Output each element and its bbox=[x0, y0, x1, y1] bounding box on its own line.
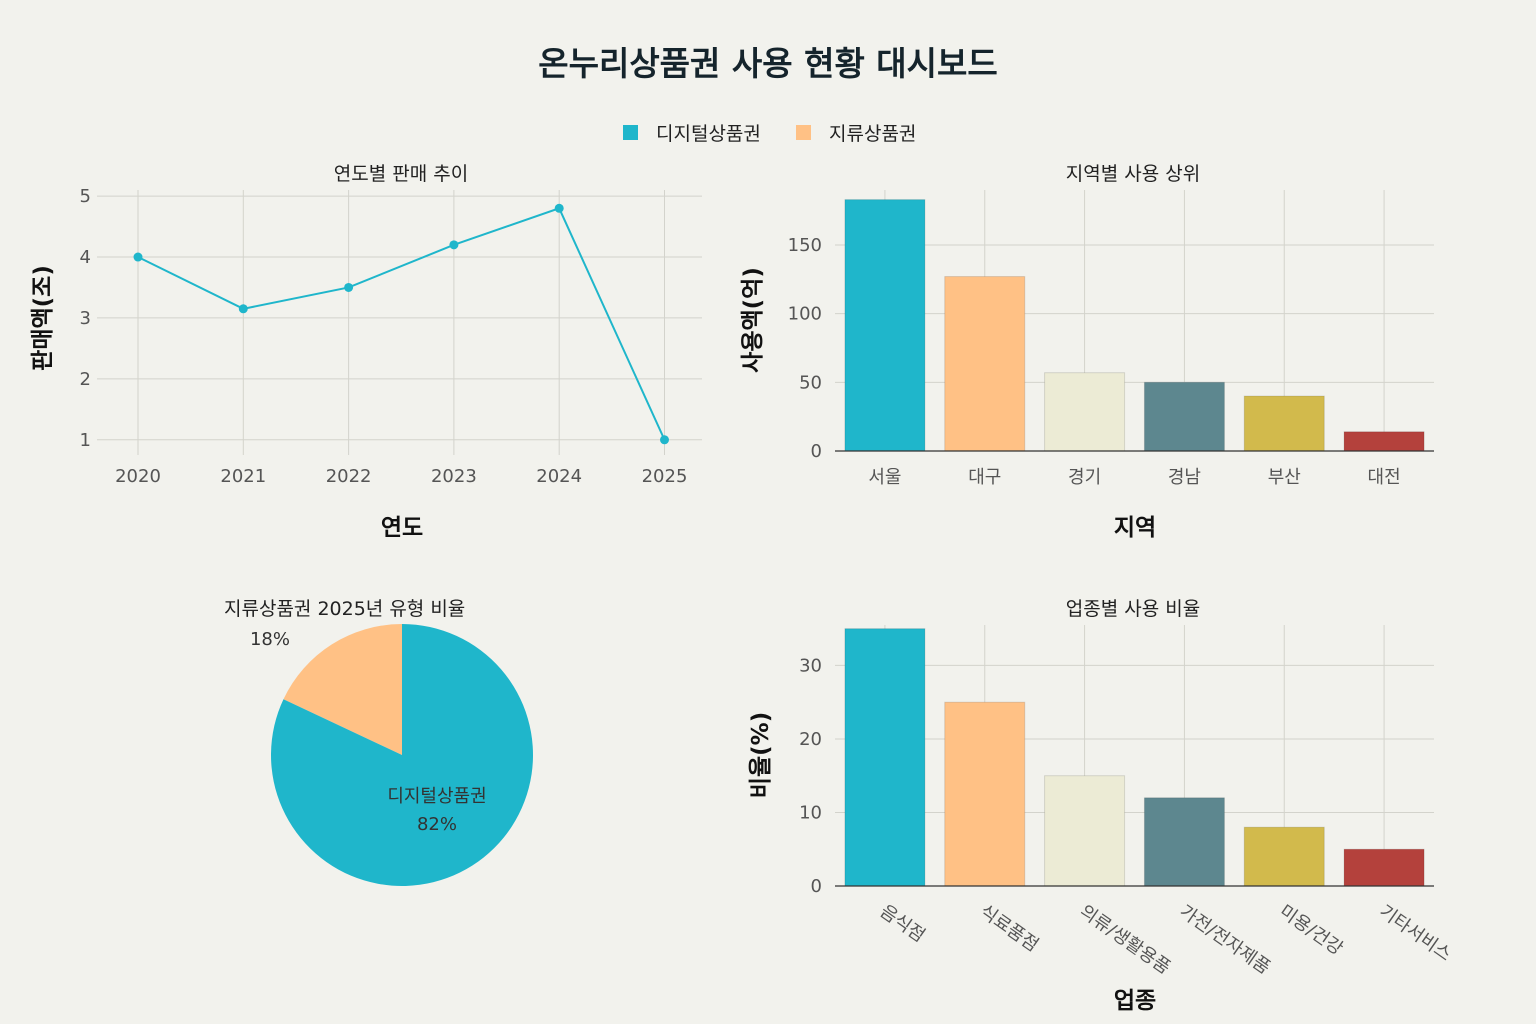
sales-trend-point bbox=[449, 240, 459, 250]
industry-ratio-x-tick: 가전/전자제품 bbox=[1176, 901, 1274, 979]
sales-trend-y-tick: 5 bbox=[80, 186, 91, 207]
industry-ratio-bar bbox=[1044, 775, 1126, 887]
region-usage-x-tick: 대구 bbox=[968, 467, 1001, 488]
region-usage-title: 지역별 사용 상위 bbox=[1066, 163, 1200, 185]
legend: 디지털상품권 지류상품권 bbox=[623, 123, 916, 145]
sales-trend-point bbox=[344, 282, 354, 292]
region-usage-x-tick: 대전 bbox=[1368, 467, 1401, 488]
sales-trend-x-tick: 2021 bbox=[220, 466, 266, 487]
industry-ratio-bar bbox=[844, 628, 926, 887]
industry-ratio-bar bbox=[944, 701, 1026, 887]
legend-label-digital: 디지털상품권 bbox=[656, 123, 761, 145]
region-usage-x-axis-label: 지역 bbox=[1114, 515, 1156, 541]
industry-ratio-x-tick: 기타서비스 bbox=[1375, 901, 1455, 966]
region-usage-x-tick: 서울 bbox=[868, 467, 901, 488]
sales-trend-y-tick: 2 bbox=[80, 369, 91, 390]
region-usage-bar bbox=[944, 276, 1026, 452]
region-usage-y-axis-label: 사용액(억) bbox=[740, 267, 766, 373]
pie-slice-label-digital: 디지털상품권 bbox=[387, 786, 486, 807]
region-usage-x-tick: 경기 bbox=[1068, 467, 1101, 488]
sales-trend-x-axis-label: 연도 bbox=[381, 515, 423, 541]
industry-ratio-x-tick: 미용/건강 bbox=[1275, 901, 1346, 960]
sales-trend-x-tick: 2025 bbox=[642, 466, 688, 487]
region-usage-x-tick: 부산 bbox=[1268, 467, 1301, 488]
sales-trend-series-line bbox=[137, 207, 666, 441]
region-usage-bar bbox=[1143, 381, 1225, 452]
legend-label-paper: 지류상품권 bbox=[829, 123, 916, 145]
industry-ratio-bar bbox=[1243, 826, 1325, 887]
industry-ratio-y-tick: 10 bbox=[799, 802, 822, 823]
sales-trend-y-tick: 4 bbox=[80, 247, 91, 268]
sales-trend-x-tick: 2020 bbox=[115, 466, 161, 487]
sales-trend-y-axis-label: 판매액(조) bbox=[30, 265, 56, 371]
sales-trend-x-tick: 2023 bbox=[431, 466, 477, 487]
industry-ratio-x-tick: 의류/생활용품 bbox=[1076, 901, 1174, 979]
industry-ratio-bar-chart: 업종별 사용 비율 업종 비율(%) 0 10 20 30 음식점 식료품점 의류/생활용품… bbox=[748, 598, 1455, 1014]
region-usage-bar bbox=[1243, 395, 1325, 452]
sales-trend-y-tick: 1 bbox=[80, 430, 91, 451]
pie-slice-label-paper: 지류상품권 bbox=[224, 598, 311, 620]
sales-trend-point bbox=[133, 252, 143, 262]
pie-slice-pct-digital: 82% bbox=[417, 814, 457, 835]
industry-ratio-y-tick: 30 bbox=[799, 655, 822, 676]
industry-ratio-x-axis-label: 업종 bbox=[1114, 988, 1156, 1014]
region-usage-y-tick: 100 bbox=[788, 304, 822, 325]
sales-trend-line-chart: 연도별 판매 추이 연도 판매액(조) 1 2 3 4 5 2020 2021 2022 202… bbox=[30, 163, 702, 541]
industry-ratio-y-tick: 20 bbox=[799, 729, 822, 750]
region-usage-y-tick: 150 bbox=[788, 235, 822, 256]
pie-slice-paper bbox=[283, 624, 402, 755]
sales-trend-title: 연도별 판매 추이 bbox=[334, 163, 468, 185]
pie-slice-digital bbox=[271, 624, 534, 886]
industry-ratio-x-tick: 식료품점 bbox=[976, 901, 1042, 956]
region-usage-bar-chart: 지역별 사용 상위 지역 사용액(억) 0 50 100 150 서울 대구 경기 경남 부산 대… bbox=[740, 163, 1434, 541]
industry-ratio-title: 업종별 사용 비율 bbox=[1066, 598, 1200, 620]
industry-ratio-y-tick: 0 bbox=[811, 876, 822, 897]
sales-trend-point bbox=[554, 203, 564, 213]
industry-ratio-y-axis-label: 비율(%) bbox=[748, 712, 774, 798]
region-usage-bar bbox=[1343, 431, 1425, 452]
sales-trend-point bbox=[660, 435, 669, 445]
region-usage-y-tick: 0 bbox=[811, 441, 822, 462]
legend-swatch-digital bbox=[623, 125, 638, 140]
region-usage-x-tick: 경남 bbox=[1168, 467, 1201, 488]
type-ratio-pie-chart: 지류상품권 2025년 유형 비율 18% 디지털상품권 82% bbox=[224, 598, 534, 886]
sales-trend-x-tick: 2022 bbox=[326, 466, 372, 487]
sales-trend-y-tick: 3 bbox=[80, 308, 91, 329]
region-usage-bar bbox=[1044, 372, 1126, 452]
pie-title-row: 지류상품권 2025년 유형 비율 bbox=[224, 598, 465, 620]
legend-swatch-paper bbox=[796, 125, 811, 140]
dashboard-title: 온누리상품권 사용 현황 대시보드 bbox=[538, 44, 998, 83]
industry-ratio-x-tick: 음식점 bbox=[876, 901, 929, 947]
sales-trend-point bbox=[238, 304, 248, 314]
sales-trend-x-tick: 2024 bbox=[536, 466, 582, 487]
industry-ratio-bar bbox=[1343, 848, 1425, 887]
industry-ratio-bar bbox=[1143, 797, 1225, 887]
region-usage-y-tick: 50 bbox=[799, 372, 822, 393]
region-usage-bar bbox=[844, 199, 926, 452]
pie-slice-pct-paper: 18% bbox=[250, 629, 290, 650]
pie-title: 2025년 유형 비율 bbox=[317, 598, 465, 620]
